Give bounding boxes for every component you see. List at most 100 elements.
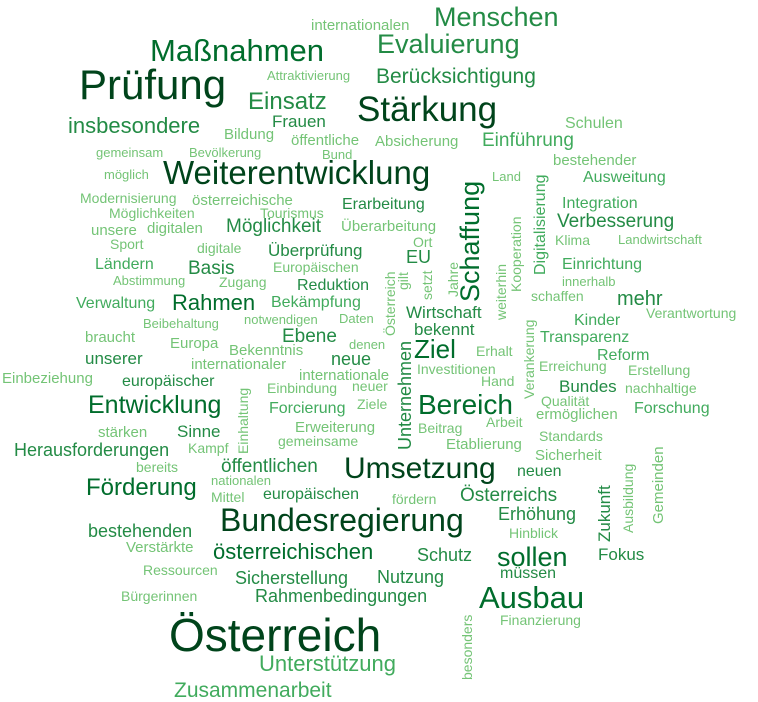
word: gemeinsam <box>96 145 164 160</box>
word: Sicherstellung <box>235 568 349 588</box>
word: Erweiterung <box>295 419 376 436</box>
word: Europäischen <box>273 259 359 275</box>
word: Einsatz <box>248 88 327 115</box>
word: europäischen <box>263 486 360 503</box>
word: Daten <box>339 311 374 326</box>
word: internationalen <box>311 17 410 34</box>
word: Sport <box>110 236 144 252</box>
word: denen <box>349 337 386 352</box>
word: stärken <box>98 424 148 441</box>
word: Verantwortung <box>646 305 737 321</box>
word: Verbesserung <box>557 211 675 232</box>
word: Bundes <box>559 377 617 396</box>
word: Forcierung <box>269 400 346 417</box>
word: Evaluierung <box>377 29 520 59</box>
word: Ressourcen <box>143 562 218 578</box>
word: sollen <box>497 542 568 572</box>
word: Überprüfung <box>268 241 363 260</box>
word: neuen <box>517 463 562 480</box>
word: Schulen <box>565 115 623 132</box>
word: digitale <box>197 240 242 256</box>
word: müssen <box>500 565 557 582</box>
word: mehr <box>617 288 663 310</box>
word: setzt <box>419 270 435 300</box>
word: Verwaltung <box>76 295 156 312</box>
word: Umsetzung <box>344 452 496 485</box>
word: Integration <box>562 195 638 212</box>
word: fördern <box>392 491 437 507</box>
word: Österreichs <box>460 485 558 506</box>
word: Erhalt <box>476 343 513 359</box>
word: Reform <box>597 347 650 364</box>
word: Bund <box>322 147 353 162</box>
word: bestehenden <box>88 521 193 541</box>
word: Einbindung <box>267 380 338 396</box>
word: Erarbeitung <box>342 196 425 213</box>
word: Erhöhung <box>498 504 577 524</box>
word: Modernisierung <box>80 190 177 206</box>
word: Gemeinden <box>650 446 667 524</box>
word: Frauen <box>272 112 326 131</box>
word: Wirtschaft <box>406 303 482 322</box>
word: Bildung <box>224 126 275 143</box>
word: Ausweitung <box>583 169 666 186</box>
word: Kinder <box>574 312 621 329</box>
word: bereits <box>136 459 179 475</box>
word: Zukunft <box>595 485 614 542</box>
word: Ziel <box>414 334 456 364</box>
word: Digitalisierung <box>532 174 549 276</box>
word: Ort <box>413 234 433 250</box>
word: Bevölkerung <box>189 145 262 160</box>
word: innerhalb <box>562 274 616 289</box>
word: Mittel <box>211 489 245 505</box>
word: Klima <box>555 232 591 248</box>
word: notwendigen <box>244 312 318 327</box>
word: Rahmen <box>172 290 256 315</box>
word: Weiterentwicklung <box>163 154 431 191</box>
word: Sicherheit <box>535 447 602 464</box>
word: Rahmenbedingungen <box>255 586 428 606</box>
word: Etablierung <box>446 436 522 453</box>
word: Tourismus <box>260 205 324 221</box>
word: Ländern <box>95 256 154 273</box>
word: österreichischen <box>213 539 374 564</box>
word: Attraktivierung <box>267 68 351 83</box>
word: Erreichung <box>539 358 607 374</box>
word: Schaffung <box>455 180 485 302</box>
word: Berücksichtigung <box>376 65 536 88</box>
word: schaffen <box>531 288 584 304</box>
word: nationalen <box>211 473 271 488</box>
word: Standards <box>539 428 603 444</box>
word: unserer <box>85 349 143 368</box>
word: Österreich <box>382 271 398 336</box>
word: Herausforderungen <box>14 440 170 460</box>
word: ermöglichen <box>536 406 618 423</box>
word: gilt <box>395 272 411 290</box>
word: Investitionen <box>417 361 496 377</box>
word: Möglichkeiten <box>109 205 195 221</box>
word: gemeinsame <box>278 433 359 449</box>
word: Einrichtung <box>562 256 643 273</box>
word: Prüfung <box>79 61 227 108</box>
word: Erstellung <box>628 362 691 378</box>
word: Einführung <box>482 130 574 151</box>
word: Transparenz <box>540 329 630 346</box>
word: Schutz <box>417 545 473 565</box>
word: Einhaltung <box>235 387 251 454</box>
word: Nutzung <box>377 567 445 587</box>
word: österreichische <box>192 192 293 209</box>
word: Bekenntnis <box>229 342 304 359</box>
word: Abstimmung <box>113 273 186 288</box>
word: Kampf <box>188 440 229 456</box>
word: Menschen <box>434 2 559 32</box>
word: internationale <box>299 367 390 384</box>
word: öffentliche <box>291 132 360 149</box>
word: Beitrag <box>418 420 463 436</box>
word: Bundesregierung <box>220 502 464 538</box>
word: weiterhin <box>493 263 509 320</box>
word: unsere <box>91 222 137 239</box>
word: besonders <box>459 614 475 680</box>
word: Unternehmen <box>395 340 415 450</box>
word: Bereich <box>418 389 513 420</box>
